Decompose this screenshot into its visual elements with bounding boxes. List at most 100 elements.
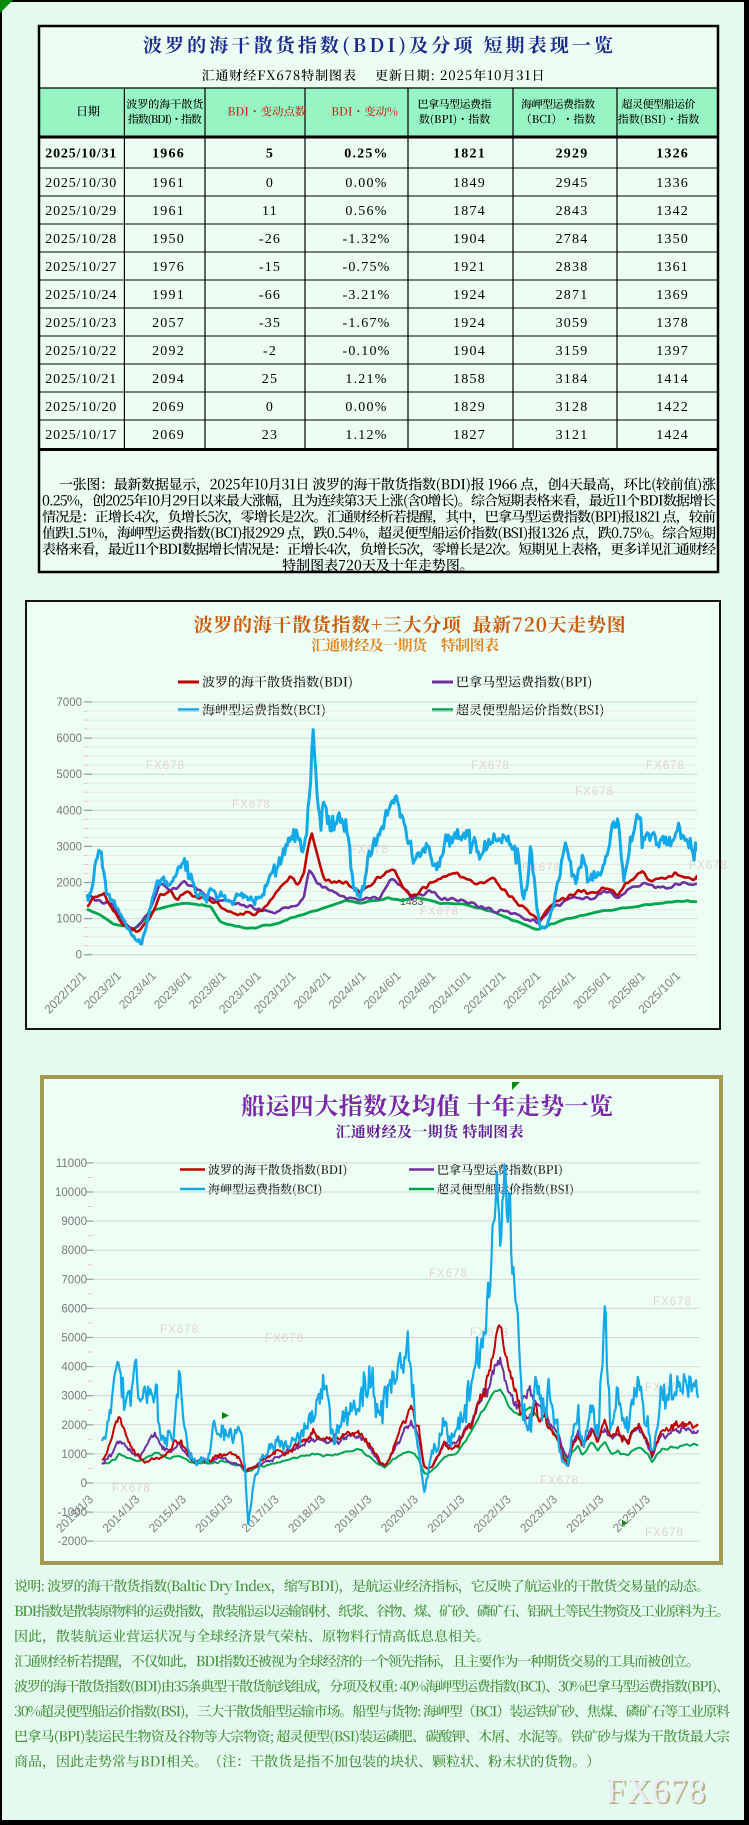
svg-text:5000: 5000 [56,769,82,781]
svg-text:23: 23 [262,428,278,443]
svg-text:2000: 2000 [56,878,82,890]
svg-text:1976: 1976 [152,260,185,275]
svg-text:FX678: FX678 [471,760,510,772]
svg-text:1858: 1858 [453,372,486,387]
svg-text:1342: 1342 [656,204,689,219]
svg-text:2843: 2843 [556,204,589,219]
svg-text:0: 0 [76,950,82,962]
svg-text:FX678: FX678 [112,1483,151,1495]
svg-text:0.00%: 0.00% [345,400,387,415]
svg-text:FX678: FX678 [232,799,271,811]
svg-text:1336: 1336 [656,176,689,191]
svg-text:-1000: -1000 [58,1507,87,1519]
svg-text:4000: 4000 [56,805,82,817]
svg-text:1369: 1369 [656,288,689,303]
svg-text:2025/10/24: 2025/10/24 [45,288,117,303]
svg-text:3059: 3059 [556,316,589,331]
svg-text:1378: 1378 [656,316,689,331]
svg-text:1827: 1827 [453,428,486,443]
svg-text:11000: 11000 [56,1158,87,1170]
svg-text:1422: 1422 [656,400,689,415]
svg-text:0.00%: 0.00% [345,176,387,191]
svg-text:FX678: FX678 [265,1333,304,1345]
svg-text:2057: 2057 [152,316,185,331]
svg-text:10000: 10000 [55,1187,87,1199]
svg-text:1966: 1966 [152,146,185,161]
svg-text:2069: 2069 [152,400,185,415]
svg-text:3128: 3128 [556,400,589,415]
svg-text:FX678: FX678 [420,906,459,918]
svg-text:FX678: FX678 [645,1527,684,1539]
svg-text:2000: 2000 [61,1420,87,1432]
svg-text:1961: 1961 [152,204,185,219]
svg-text:1991: 1991 [152,288,185,303]
svg-text:1961: 1961 [152,176,185,191]
svg-text:-0.75%: -0.75% [342,260,390,275]
svg-text:3159: 3159 [556,344,589,359]
svg-text:2025/10/20: 2025/10/20 [45,400,117,415]
svg-text:-26: -26 [259,232,281,247]
svg-text:2025/10/17: 2025/10/17 [45,428,117,443]
svg-text:1924: 1924 [453,316,486,331]
svg-text:2094: 2094 [152,372,185,387]
svg-text:0: 0 [81,1478,87,1490]
svg-text:6000: 6000 [61,1303,87,1315]
svg-text:0.56%: 0.56% [345,204,387,219]
svg-text:7000: 7000 [61,1274,87,1286]
svg-text:0.25%: 0.25% [344,146,389,161]
svg-text:3000: 3000 [61,1391,87,1403]
svg-text:2025/10/22: 2025/10/22 [45,344,117,359]
svg-text:FX678: FX678 [606,1771,706,1810]
svg-text:FX678: FX678 [653,1296,692,1308]
svg-text:2838: 2838 [556,260,589,275]
svg-text:2025/10/23: 2025/10/23 [45,316,117,331]
svg-text:FX678: FX678 [429,1268,468,1280]
svg-text:FX678: FX678 [575,786,614,798]
svg-text:0: 0 [266,400,274,415]
svg-text:3121: 3121 [556,428,589,443]
svg-text:3184: 3184 [556,372,589,387]
svg-text:1904: 1904 [453,232,486,247]
svg-text:5000: 5000 [61,1333,87,1345]
svg-text:2025/10/21: 2025/10/21 [45,372,117,387]
svg-text:11: 11 [262,204,278,219]
svg-text:2784: 2784 [556,232,589,247]
svg-text:FX678: FX678 [540,1475,579,1487]
svg-text:2025/10/29: 2025/10/29 [45,204,117,219]
svg-text:7000: 7000 [56,697,82,709]
svg-text:1921: 1921 [453,260,486,275]
svg-text:2945: 2945 [556,176,589,191]
svg-text:2025/10/27: 2025/10/27 [45,260,117,275]
svg-text:1000: 1000 [61,1449,87,1461]
svg-text:1950: 1950 [152,232,185,247]
svg-text:FX678: FX678 [470,1327,509,1339]
svg-text:2069: 2069 [152,428,185,443]
svg-text:3000: 3000 [56,841,82,853]
svg-text:-1.32%: -1.32% [342,232,390,247]
svg-text:-3.21%: -3.21% [342,288,390,303]
svg-text:-2000: -2000 [58,1536,87,1548]
svg-text:6000: 6000 [56,733,82,745]
svg-text:1326: 1326 [656,146,689,161]
svg-text:9000: 9000 [61,1216,87,1228]
svg-text:-15: -15 [259,260,281,275]
svg-text:1904: 1904 [453,344,486,359]
svg-text:1.12%: 1.12% [345,428,387,443]
svg-text:-35: -35 [259,316,281,331]
svg-text:1414: 1414 [656,372,689,387]
svg-text:1000: 1000 [56,914,82,926]
svg-text:0: 0 [266,176,274,191]
svg-text:FX678: FX678 [146,760,185,772]
svg-text:1821: 1821 [453,146,486,161]
svg-text:4000: 4000 [61,1362,87,1374]
svg-text:FX678: FX678 [689,860,728,872]
svg-text:5: 5 [266,146,274,161]
svg-text:-1.67%: -1.67% [342,316,390,331]
svg-text:2092: 2092 [152,344,185,359]
svg-text:FX678: FX678 [608,1773,708,1812]
svg-text:2025/10/30: 2025/10/30 [45,176,117,191]
svg-text:1424: 1424 [656,428,689,443]
svg-text:FX678: FX678 [646,760,685,772]
svg-text:1924: 1924 [453,288,486,303]
svg-text:1361: 1361 [656,260,689,275]
